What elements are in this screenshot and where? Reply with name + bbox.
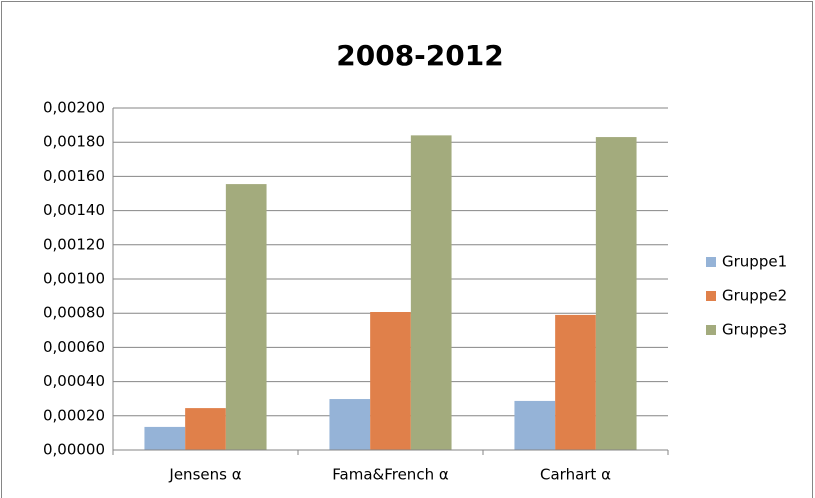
legend-label: Gruppe2: [722, 287, 787, 305]
bar: [555, 314, 596, 450]
x-tick-label: Jensens α: [168, 466, 241, 484]
legend-label: Gruppe3: [722, 321, 787, 339]
bar: [144, 426, 186, 450]
y-tick-label: 0,00200: [43, 99, 105, 117]
y-tick-label: 0,00180: [43, 133, 105, 151]
x-tick-label: Fama&French α: [332, 466, 449, 484]
y-tick-label: 0,00080: [43, 304, 105, 322]
bar: [370, 312, 411, 450]
y-tick-label: 0,00020: [43, 406, 105, 424]
y-tick-label: 0,00120: [43, 235, 105, 253]
legend-swatch: [706, 325, 716, 335]
bar: [514, 400, 556, 450]
y-tick-label: 0,00040: [43, 372, 105, 390]
chart-title: 2008-2012: [336, 39, 503, 72]
bar: [329, 399, 371, 450]
y-tick-label: 0,00160: [43, 167, 105, 185]
y-tick-label: 0,00060: [43, 338, 105, 356]
y-tick-label: 0,00140: [43, 201, 105, 219]
x-tick-label: Carhart α: [540, 466, 611, 484]
legend-label: Gruppe1: [722, 253, 787, 271]
bar: [410, 135, 452, 451]
legend-swatch: [706, 257, 716, 267]
bar: [225, 184, 267, 450]
bar: [595, 137, 637, 450]
y-tick-label: 0,00100: [43, 270, 105, 288]
bar: [185, 408, 226, 450]
legend-swatch: [706, 291, 716, 301]
y-tick-label: 0,00000: [43, 441, 105, 459]
